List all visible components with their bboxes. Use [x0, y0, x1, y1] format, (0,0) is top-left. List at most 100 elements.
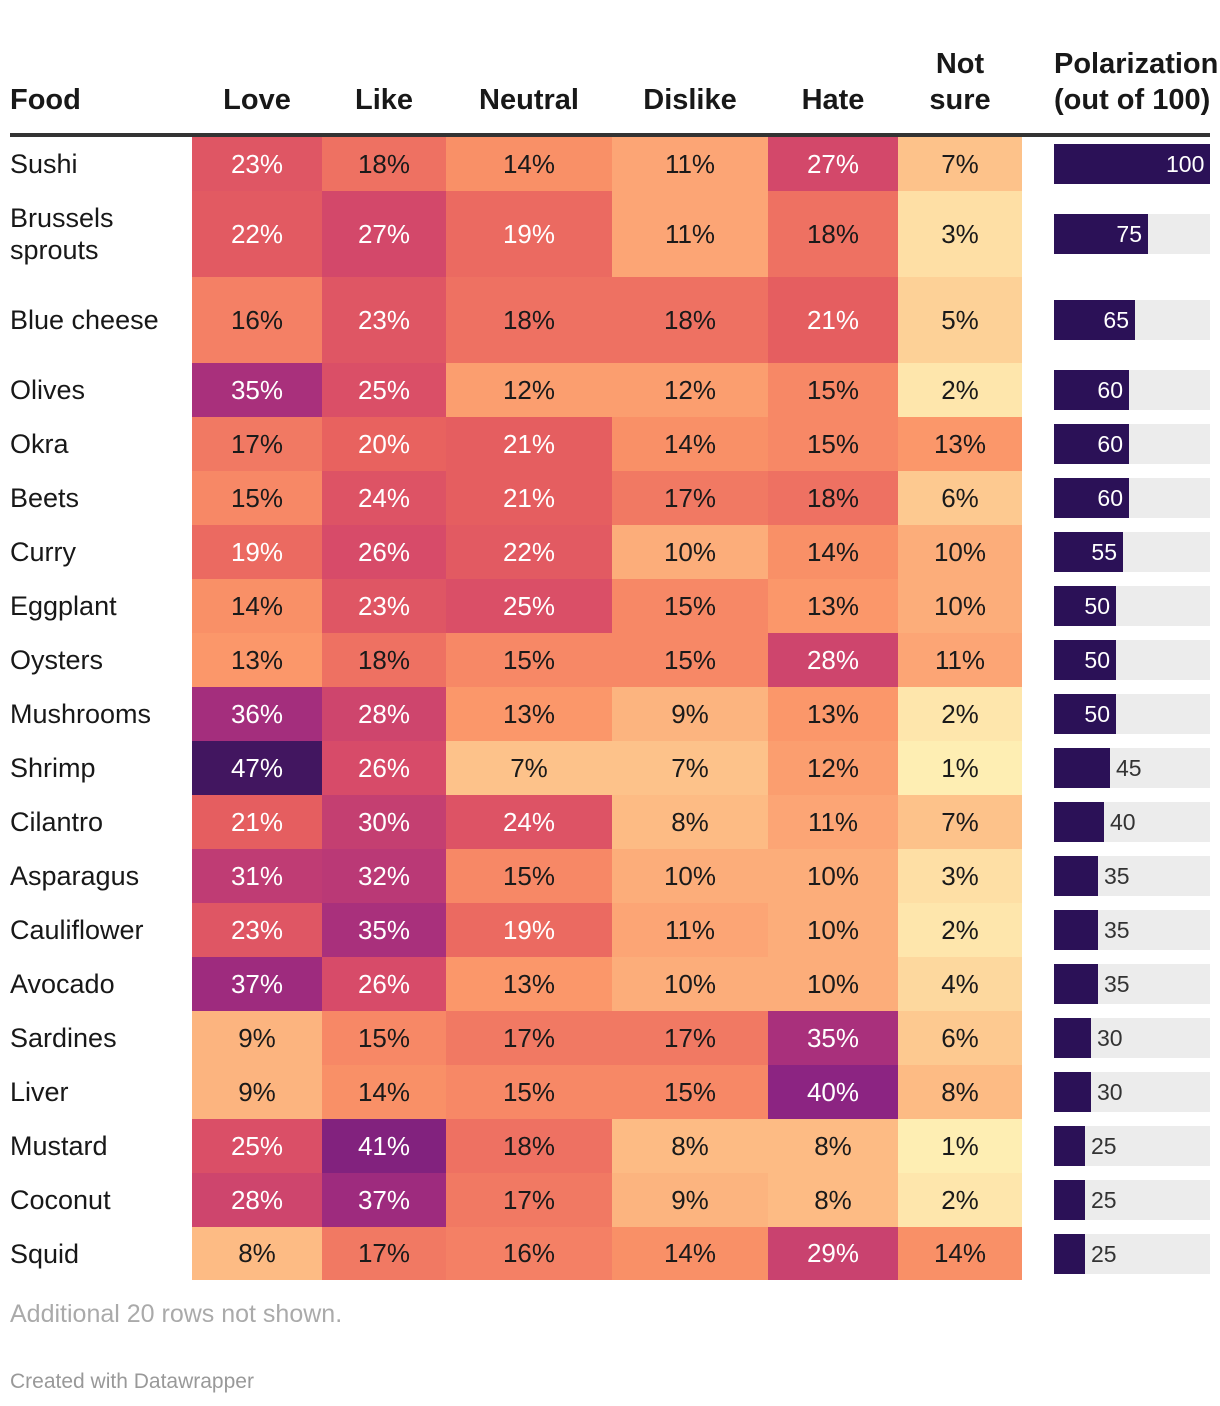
- heat-cell-neutral: 17%: [446, 1011, 612, 1065]
- heat-cell-hate: 21%: [768, 277, 898, 363]
- heat-cell-like: 41%: [322, 1119, 446, 1173]
- heat-cell-not-sure: 2%: [898, 687, 1022, 741]
- heat-cell-not-sure: 11%: [898, 633, 1022, 687]
- heat-cell-dislike: 14%: [612, 1227, 768, 1280]
- heatmap-table: Food Love Like Neutral Dislike Hate Not …: [10, 48, 1218, 1280]
- header-dislike: Dislike: [643, 84, 737, 116]
- header-neutral: Neutral: [479, 84, 579, 116]
- heat-cell-hate: 13%: [768, 579, 898, 633]
- heat-cell-not-sure: 3%: [898, 849, 1022, 903]
- heat-cell-dislike: 15%: [612, 1065, 768, 1119]
- heat-cell-hate: 40%: [768, 1065, 898, 1119]
- heat-cell-like: 28%: [322, 687, 446, 741]
- heat-cell-like: 14%: [322, 1065, 446, 1119]
- heat-cell-hate: 27%: [768, 137, 898, 191]
- heat-cell-dislike: 18%: [612, 277, 768, 363]
- heat-cell-love: 8%: [192, 1227, 322, 1280]
- heat-cell-neutral: 13%: [446, 957, 612, 1011]
- heat-cell-not-sure: 7%: [898, 137, 1022, 191]
- heat-cell-not-sure: 3%: [898, 191, 1022, 277]
- heat-cell-like: 37%: [322, 1173, 446, 1227]
- heat-cell-hate: 8%: [768, 1173, 898, 1227]
- food-label: Shrimp: [10, 753, 96, 783]
- heat-cell-dislike: 15%: [612, 633, 768, 687]
- heat-cell-like: 30%: [322, 795, 446, 849]
- heat-cell-dislike: 10%: [612, 525, 768, 579]
- heat-cell-love: 16%: [192, 277, 322, 363]
- food-label: Cilantro: [10, 807, 104, 837]
- heat-cell-love: 31%: [192, 849, 322, 903]
- heat-cell-like: 26%: [322, 957, 446, 1011]
- polarization-value: 30: [1097, 1025, 1123, 1051]
- heat-cell-love: 37%: [192, 957, 322, 1011]
- polarization-bar: [1054, 802, 1104, 842]
- heat-cell-like: 23%: [322, 277, 446, 363]
- heat-cell-hate: 10%: [768, 903, 898, 957]
- heat-cell-like: 25%: [322, 363, 446, 417]
- header-love: Love: [223, 84, 291, 116]
- heat-cell-hate: 10%: [768, 957, 898, 1011]
- heat-cell-neutral: 17%: [446, 1173, 612, 1227]
- food-label: Avocado: [10, 969, 115, 999]
- heat-cell-not-sure: 6%: [898, 1011, 1022, 1065]
- heat-cell-love: 22%: [192, 191, 322, 277]
- heat-cell-hate: 11%: [768, 795, 898, 849]
- heat-cell-not-sure: 13%: [898, 417, 1022, 471]
- heat-cell-not-sure: 1%: [898, 1119, 1022, 1173]
- heat-cell-neutral: 25%: [446, 579, 612, 633]
- heat-cell-like: 15%: [322, 1011, 446, 1065]
- food-label: Oysters: [10, 645, 104, 675]
- heat-cell-love: 9%: [192, 1065, 322, 1119]
- heat-cell-dislike: 11%: [612, 137, 768, 191]
- heat-cell-not-sure: 8%: [898, 1065, 1022, 1119]
- heat-cell-love: 21%: [192, 795, 322, 849]
- polarization-bar: [1054, 694, 1116, 734]
- polarization-value: 25: [1091, 1241, 1117, 1267]
- heat-cell-not-sure: 1%: [898, 741, 1022, 795]
- heat-cell-love: 25%: [192, 1119, 322, 1173]
- polarization-value: 40: [1110, 809, 1136, 835]
- heat-cell-neutral: 21%: [446, 471, 612, 525]
- polarization-bar: [1054, 586, 1116, 626]
- food-label: Olives: [10, 375, 86, 405]
- heat-cell-not-sure: 5%: [898, 277, 1022, 363]
- header-not-sure-line1: Not: [935, 48, 985, 80]
- heat-cell-like: 27%: [322, 191, 446, 277]
- heat-cell-like: 17%: [322, 1227, 446, 1280]
- polarization-bar: [1054, 214, 1148, 254]
- heat-cell-neutral: 15%: [446, 633, 612, 687]
- heat-cell-neutral: 24%: [446, 795, 612, 849]
- polarization-bar: [1054, 478, 1129, 518]
- polarization-bar: [1054, 910, 1098, 950]
- food-label: Curry: [10, 537, 76, 567]
- polarization-value: 35: [1104, 863, 1130, 889]
- polarization-value: 50: [1084, 701, 1110, 727]
- food-label: Mustard: [10, 1131, 108, 1161]
- heat-cell-hate: 18%: [768, 191, 898, 277]
- heat-cell-love: 9%: [192, 1011, 322, 1065]
- heat-cell-dislike: 9%: [612, 1173, 768, 1227]
- heat-cell-dislike: 8%: [612, 1119, 768, 1173]
- heat-cell-neutral: 19%: [446, 191, 612, 277]
- heat-cell-hate: 15%: [768, 363, 898, 417]
- heat-cell-not-sure: 4%: [898, 957, 1022, 1011]
- polarization-value: 100: [1166, 151, 1205, 177]
- header-rule: [10, 133, 1210, 137]
- heat-cell-like: 26%: [322, 741, 446, 795]
- heat-cell-like: 23%: [322, 579, 446, 633]
- heat-cell-hate: 14%: [768, 525, 898, 579]
- heat-cell-hate: 15%: [768, 417, 898, 471]
- heat-cell-dislike: 11%: [612, 191, 768, 277]
- heat-cell-not-sure: 10%: [898, 579, 1022, 633]
- polarization-value: 35: [1104, 917, 1130, 943]
- heat-cell-like: 18%: [322, 633, 446, 687]
- food-label: Coconut: [10, 1185, 111, 1215]
- header-polarization-line2: (out of 100): [1054, 84, 1211, 116]
- heat-cell-hate: 18%: [768, 471, 898, 525]
- header-like: Like: [354, 84, 414, 116]
- heat-cell-not-sure: 6%: [898, 471, 1022, 525]
- polarization-value: 25: [1091, 1187, 1117, 1213]
- heat-cell-not-sure: 2%: [898, 1173, 1022, 1227]
- heat-cell-neutral: 21%: [446, 417, 612, 471]
- polarization-value: 55: [1091, 539, 1117, 565]
